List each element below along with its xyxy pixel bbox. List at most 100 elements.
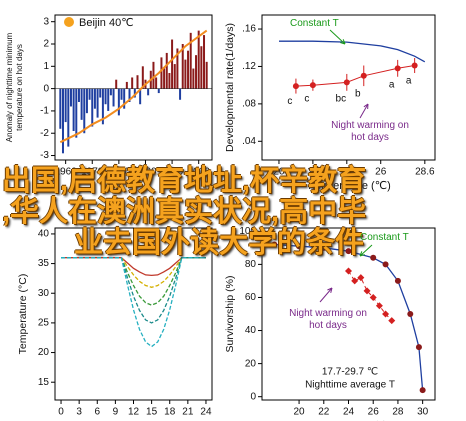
bar bbox=[85, 88, 88, 114]
x-tick-label: 2010 bbox=[188, 167, 211, 178]
y-tick-label: 30 bbox=[38, 288, 50, 299]
y-axis-label: Developmental rate(1/days) bbox=[224, 23, 236, 152]
point bbox=[271, 241, 278, 248]
bar bbox=[165, 52, 168, 89]
point bbox=[394, 65, 401, 72]
diamond bbox=[363, 287, 371, 295]
x-tick-label: 20 bbox=[273, 167, 285, 178]
point bbox=[394, 277, 401, 284]
bar bbox=[171, 39, 174, 89]
y-tick-label: .16 bbox=[242, 24, 256, 35]
x-axis-label: Temperature (℃) bbox=[306, 420, 391, 421]
bar bbox=[72, 88, 75, 131]
bar bbox=[205, 61, 208, 89]
bar bbox=[59, 88, 62, 129]
line bbox=[61, 257, 206, 348]
bar bbox=[200, 46, 203, 89]
arrow-head bbox=[340, 39, 346, 45]
bar bbox=[141, 66, 144, 89]
chart-title: Beijin 40℃ bbox=[79, 17, 134, 29]
diamond bbox=[351, 277, 359, 285]
plot-frame bbox=[54, 14, 213, 161]
y-tick-label: 0 bbox=[250, 391, 256, 402]
bar bbox=[99, 88, 102, 98]
x-tick-label: 24 bbox=[200, 407, 212, 418]
arrow-head bbox=[327, 287, 333, 293]
y-tick-label: 20 bbox=[245, 358, 257, 369]
overlay-text: 出国,启德教育地址,杯辛教育 ,华人在澳洲真实状况,高中毕 业去国外读大学的条件 bbox=[2, 166, 466, 259]
diamond bbox=[375, 302, 383, 310]
bar bbox=[187, 50, 190, 89]
bar bbox=[61, 88, 64, 154]
x-tick-label: 0 bbox=[58, 407, 64, 418]
y-tick-label: 60 bbox=[245, 292, 257, 303]
bar bbox=[189, 32, 192, 89]
sun-icon bbox=[64, 17, 74, 27]
y-tick-label: 100 bbox=[239, 226, 256, 237]
point bbox=[411, 62, 418, 69]
line bbox=[274, 243, 424, 391]
bar bbox=[181, 44, 184, 89]
bar bbox=[112, 88, 115, 107]
bar bbox=[88, 88, 91, 100]
bar bbox=[163, 68, 166, 89]
overlay-line: 出国,启德教育地址,杯辛教育 bbox=[2, 165, 367, 197]
x-tick-label: 22 bbox=[307, 167, 319, 178]
arrow bbox=[359, 244, 373, 257]
bar bbox=[139, 88, 142, 105]
bar bbox=[184, 59, 187, 89]
point bbox=[343, 79, 350, 86]
x-tick-label: 26 bbox=[368, 407, 380, 418]
bar bbox=[101, 88, 104, 125]
bar bbox=[147, 88, 150, 96]
bar bbox=[120, 88, 123, 100]
diamond bbox=[369, 293, 377, 301]
diamond bbox=[382, 310, 390, 318]
point-label: bc bbox=[336, 93, 347, 104]
x-axis-label: Time(hours) bbox=[104, 420, 163, 421]
trend-line bbox=[59, 29, 208, 144]
y-tick-label: -1 bbox=[40, 106, 49, 117]
bar bbox=[104, 88, 107, 105]
arrow-head bbox=[363, 103, 369, 110]
line bbox=[61, 257, 206, 277]
x-axis-label: Temperature (℃) bbox=[306, 180, 391, 192]
bar bbox=[80, 88, 83, 120]
legend-label: Night warming on hot days bbox=[331, 120, 409, 143]
arrow bbox=[329, 29, 346, 45]
bar bbox=[155, 77, 158, 89]
point bbox=[407, 311, 414, 317]
bar bbox=[77, 88, 80, 102]
bar bbox=[75, 88, 78, 138]
legend-label: Constant T bbox=[290, 18, 339, 29]
point bbox=[296, 243, 303, 250]
bar bbox=[67, 88, 70, 147]
point bbox=[345, 248, 352, 255]
annotation: 17.7-29.7 ℃ bbox=[322, 367, 378, 378]
bar bbox=[179, 88, 182, 100]
line bbox=[61, 257, 206, 306]
legend-label: Night warming on hot days bbox=[289, 308, 367, 331]
x-tick-label: 1970 bbox=[81, 167, 104, 178]
x-tick-label: 22 bbox=[318, 407, 330, 418]
point bbox=[382, 261, 389, 268]
line bbox=[61, 257, 206, 288]
y-tick-label: 20 bbox=[38, 347, 50, 358]
bar bbox=[128, 88, 131, 102]
y-tick-label: .08 bbox=[242, 99, 256, 110]
bar bbox=[69, 88, 72, 107]
bar bbox=[168, 73, 171, 89]
bar bbox=[195, 55, 198, 89]
bar bbox=[93, 88, 96, 109]
bar bbox=[157, 88, 160, 94]
point bbox=[360, 72, 367, 79]
point bbox=[370, 254, 377, 261]
point-label: c bbox=[304, 93, 309, 104]
line bbox=[279, 40, 426, 63]
x-tick-label: 28.6 bbox=[415, 167, 435, 178]
point bbox=[309, 82, 316, 89]
bar bbox=[131, 77, 134, 89]
x-tick-label: 1980 bbox=[108, 167, 131, 178]
point bbox=[415, 344, 422, 351]
